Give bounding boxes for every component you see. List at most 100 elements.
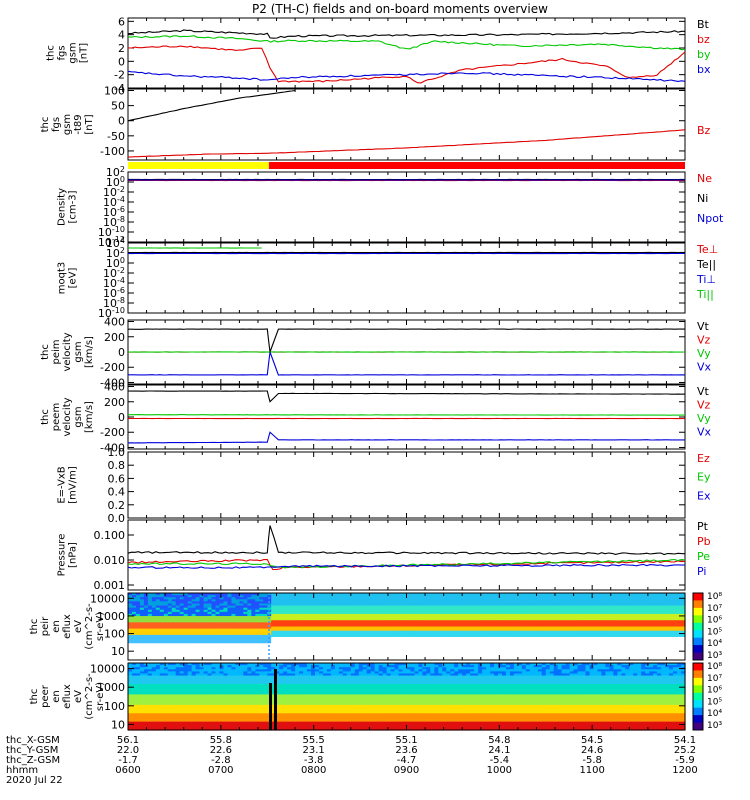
spectrogram-cell	[128, 593, 133, 596]
spectrogram-cell	[509, 593, 515, 596]
spectrogram-cell	[279, 601, 284, 605]
spectrogram-cell	[557, 632, 563, 636]
spectrogram-cell	[545, 622, 551, 626]
spectrogram-cell	[609, 601, 614, 605]
spectrogram-cell	[486, 620, 491, 623]
spectrogram-cell	[601, 626, 607, 630]
spectrogram-cell	[386, 626, 392, 630]
spectrogram-cell	[322, 613, 328, 617]
spectrogram-cell	[338, 609, 344, 613]
spectrogram-cell	[450, 630, 455, 634]
spectrogram-cell	[637, 641, 642, 644]
spectrogram-cell	[263, 609, 268, 613]
spectrogram-cell	[175, 622, 181, 626]
spectrogram-cell	[175, 599, 181, 602]
spectrogram-cell	[211, 622, 217, 626]
spectrogram-cell	[259, 624, 264, 628]
spectrogram-cell	[155, 653, 161, 657]
spectrogram-cell	[163, 622, 169, 626]
spectrogram-cell	[143, 649, 149, 653]
spectrogram-cell	[334, 599, 340, 602]
spectrogram-cell	[434, 639, 439, 642]
spectrogram-cell	[366, 634, 372, 638]
spectrogram-cell	[374, 597, 380, 600]
spectrogram-cell	[442, 628, 447, 632]
spectrogram-cell	[239, 616, 244, 619]
spectrogram-cell	[330, 626, 336, 630]
spectrogram-cell	[147, 651, 153, 655]
spectrogram-cell	[362, 597, 368, 600]
spectrogram-cell	[613, 647, 618, 651]
spectrogram-cell	[537, 645, 543, 649]
spectrogram-cell	[151, 630, 157, 634]
spectrogram-cell	[645, 634, 650, 638]
spectrogram-cell	[450, 618, 455, 621]
spectrogram-cell	[541, 636, 547, 640]
spectrogram-cell	[625, 645, 630, 649]
spectrogram-cell	[537, 649, 543, 653]
spectrogram-cell	[147, 626, 153, 630]
spectrogram-cell	[378, 599, 384, 602]
spectrogram-cell	[418, 613, 424, 617]
spectrogram-cell	[561, 632, 567, 636]
spectrogram-cell	[593, 597, 599, 600]
spectrogram-cell	[466, 651, 471, 655]
spectrogram-cell	[307, 618, 312, 621]
spectrogram-cell	[505, 639, 511, 642]
spectrogram-cell	[386, 634, 392, 638]
spectrogram-cell	[593, 647, 599, 651]
spectrogram-cell	[577, 609, 583, 613]
spectrogram-cell	[505, 603, 511, 607]
spectrogram-cell	[195, 616, 201, 619]
spectrogram-cell	[362, 601, 368, 605]
spectrogram-cell	[211, 601, 217, 605]
spectrogram-cell	[128, 622, 133, 626]
spectrogram-cell	[235, 643, 240, 646]
spectrogram-cell	[255, 651, 260, 655]
spectrogram-cell	[394, 616, 400, 619]
spectrogram-cell	[601, 616, 607, 619]
spectrogram-cell	[470, 605, 475, 609]
spectrogram-cell	[207, 601, 213, 605]
spectrogram-cell	[442, 622, 447, 626]
spectrogram-cell	[223, 624, 229, 628]
spectrogram-cell	[239, 634, 244, 638]
spectrogram-cell	[191, 641, 197, 644]
spectrogram-cell	[541, 624, 547, 628]
spectrogram-cell	[183, 603, 189, 607]
spectrogram-cell	[370, 657, 376, 661]
spectrogram-cell	[581, 595, 587, 598]
spectrogram-cell	[131, 655, 137, 659]
spectrogram-cell	[410, 657, 416, 661]
spectrogram-cell	[163, 616, 169, 619]
spectrogram-cell	[350, 643, 356, 646]
spectrogram-cell	[569, 595, 575, 598]
spectrogram-cell	[358, 595, 364, 598]
spectrogram-cell	[342, 641, 348, 644]
spectrogram-cell	[549, 595, 555, 598]
spectrogram-cell	[255, 611, 260, 615]
spectrogram-cell	[139, 649, 145, 653]
spectrogram-cell	[287, 632, 292, 636]
spectrogram-cell	[295, 657, 300, 661]
spectrogram-cell	[199, 641, 205, 644]
spectrogram-cell	[279, 628, 284, 632]
spectrogram-cell	[235, 603, 240, 607]
spectrogram-cell	[370, 593, 376, 596]
spectrogram-cell	[255, 643, 260, 646]
spectrogram-cell	[354, 647, 360, 651]
spectrogram-cell	[251, 624, 256, 628]
spectrogram-cell	[450, 626, 455, 630]
spectrogram-cell	[390, 595, 396, 598]
spectrogram-cell	[199, 601, 205, 605]
spectrogram-cell	[474, 645, 479, 649]
spectrogram-cell	[482, 634, 487, 638]
spectrogram-cell	[422, 603, 427, 607]
spectrogram-cell	[577, 653, 583, 657]
spectrogram-cell	[501, 605, 507, 609]
spectrogram-cell	[199, 624, 205, 628]
spectrogram-cell	[203, 649, 209, 653]
spectrogram-cell	[307, 641, 312, 644]
